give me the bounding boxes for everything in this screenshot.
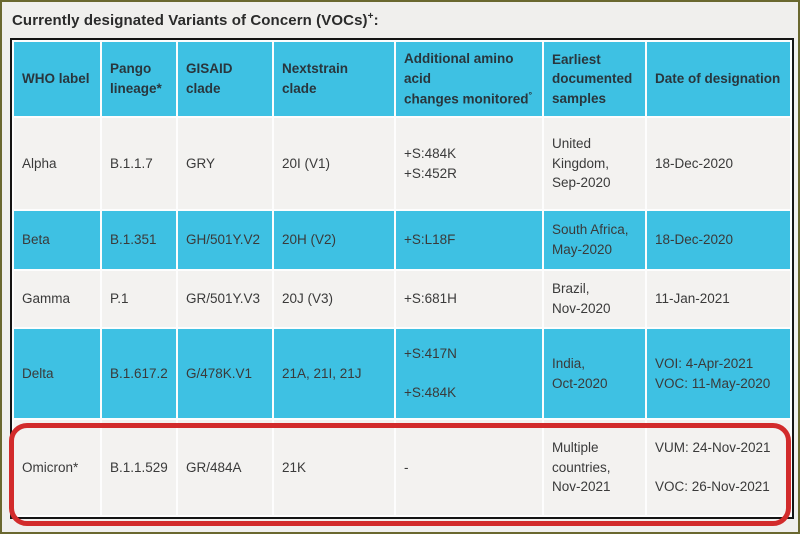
cell-gamma-amino-acid-changes: +S:681H	[396, 271, 542, 327]
cell-delta-who-label: Delta	[14, 329, 100, 418]
cell-omicron-date-of-designation: VUM: 24-Nov-2021 VOC: 26-Nov-2021	[647, 420, 790, 515]
column-header-label: GISAID clade	[186, 61, 233, 96]
cell-beta-nextstrain-clade: 20H (V2)	[274, 211, 394, 269]
cell-alpha-nextstrain-clade: 20I (V1)	[274, 118, 394, 209]
cell-alpha-gisaid-clade: GRY	[178, 118, 272, 209]
cell-omicron-earliest-samples: Multiple countries, Nov-2021	[544, 420, 645, 515]
cell-alpha-earliest-samples: United Kingdom, Sep-2020	[544, 118, 645, 209]
cell-beta-who-label: Beta	[14, 211, 100, 269]
column-header-label: WHO label	[22, 71, 90, 87]
column-header-who-label: WHO label	[14, 42, 100, 116]
cell-delta-pango-lineage: B.1.617.2	[102, 329, 176, 418]
voc-table-wrap: WHO label Pango lineage* GISAID clade Nexts…	[9, 38, 794, 526]
cell-alpha-amino-acid-changes: +S:484K +S:452R	[396, 118, 542, 209]
page-title-superscript: +	[367, 11, 374, 22]
cell-beta-earliest-samples: South Africa, May-2020	[544, 211, 645, 269]
page-title-suffix: :	[373, 12, 379, 29]
cell-gamma-who-label: Gamma	[14, 271, 100, 327]
cell-gamma-gisaid-clade: GR/501Y.V3	[178, 271, 272, 327]
cell-omicron-amino-acid-changes: -	[396, 420, 542, 515]
column-header-label: Nextstrain clade	[282, 61, 349, 96]
cell-gamma-pango-lineage: P.1	[102, 271, 176, 327]
cell-beta-amino-acid-changes: +S:L18F	[396, 211, 542, 269]
cell-beta-date-of-designation: 18-Dec-2020	[647, 211, 790, 269]
cell-delta-amino-acid-changes: +S:417N +S:484K	[396, 329, 542, 418]
column-header-earliest-samples: Earliest documented samples	[544, 42, 645, 116]
table-row-gamma: Gamma P.1 GR/501Y.V3 20J (V3) +S:681H Brazil,…	[14, 271, 790, 327]
column-header-amino-acid-changes: Additional amino acid changes monitored°	[396, 42, 542, 116]
column-header-gisaid-clade: GISAID clade	[178, 42, 272, 116]
cell-beta-pango-lineage: B.1.351	[102, 211, 176, 269]
page-title: Currently designated Variants of Concern…	[10, 8, 790, 38]
cell-alpha-who-label: Alpha	[14, 118, 100, 209]
column-header-superscript: °	[528, 89, 533, 100]
cell-omicron-who-label: Omicron*	[14, 420, 100, 515]
cell-gamma-date-of-designation: 11-Jan-2021	[647, 271, 790, 327]
cell-delta-nextstrain-clade: 21A, 21I, 21J	[274, 329, 394, 418]
table-header-row: WHO label Pango lineage* GISAID clade Nexts…	[14, 42, 790, 116]
cell-alpha-date-of-designation: 18-Dec-2020	[647, 118, 790, 209]
cell-omicron-gisaid-clade: GR/484A	[178, 420, 272, 515]
page-title-text: Currently designated Variants of Concern…	[12, 12, 368, 29]
cell-gamma-nextstrain-clade: 20J (V3)	[274, 271, 394, 327]
cell-delta-gisaid-clade: G/478K.V1	[178, 329, 272, 418]
column-header-label: Earliest documented samples	[552, 51, 633, 106]
cell-omicron-nextstrain-clade: 21K	[274, 420, 394, 515]
voc-table: WHO label Pango lineage* GISAID clade Nexts…	[10, 38, 794, 519]
cell-delta-date-of-designation: VOI: 4-Apr-2021 VOC: 11-May-2020	[647, 329, 790, 418]
cell-alpha-pango-lineage: B.1.1.7	[102, 118, 176, 209]
table-row-beta: Beta B.1.351 GH/501Y.V2 20H (V2) +S:L18F Sout…	[14, 211, 790, 269]
column-header-pango-lineage: Pango lineage*	[102, 42, 176, 116]
column-header-nextstrain-clade: Nextstrain clade	[274, 42, 394, 116]
cell-beta-gisaid-clade: GH/501Y.V2	[178, 211, 272, 269]
table-row-alpha: Alpha B.1.1.7 GRY 20I (V1) +S:484K +S:452R Un…	[14, 118, 790, 209]
column-header-label: Pango lineage*	[110, 61, 162, 96]
column-header-label: Additional amino acid changes monitored	[404, 51, 529, 107]
table-row-delta: Delta B.1.617.2 G/478K.V1 21A, 21I, 21J +S:4…	[14, 329, 790, 418]
column-header-label: Date of designation	[655, 71, 781, 87]
table-row-omicron: Omicron* B.1.1.529 GR/484A 21K - Multiple cou…	[14, 420, 790, 515]
cell-delta-earliest-samples: India, Oct-2020	[544, 329, 645, 418]
column-header-date-of-designation: Date of designation	[647, 42, 790, 116]
cell-omicron-pango-lineage: B.1.1.529	[102, 420, 176, 515]
cell-gamma-earliest-samples: Brazil, Nov-2020	[544, 271, 645, 327]
